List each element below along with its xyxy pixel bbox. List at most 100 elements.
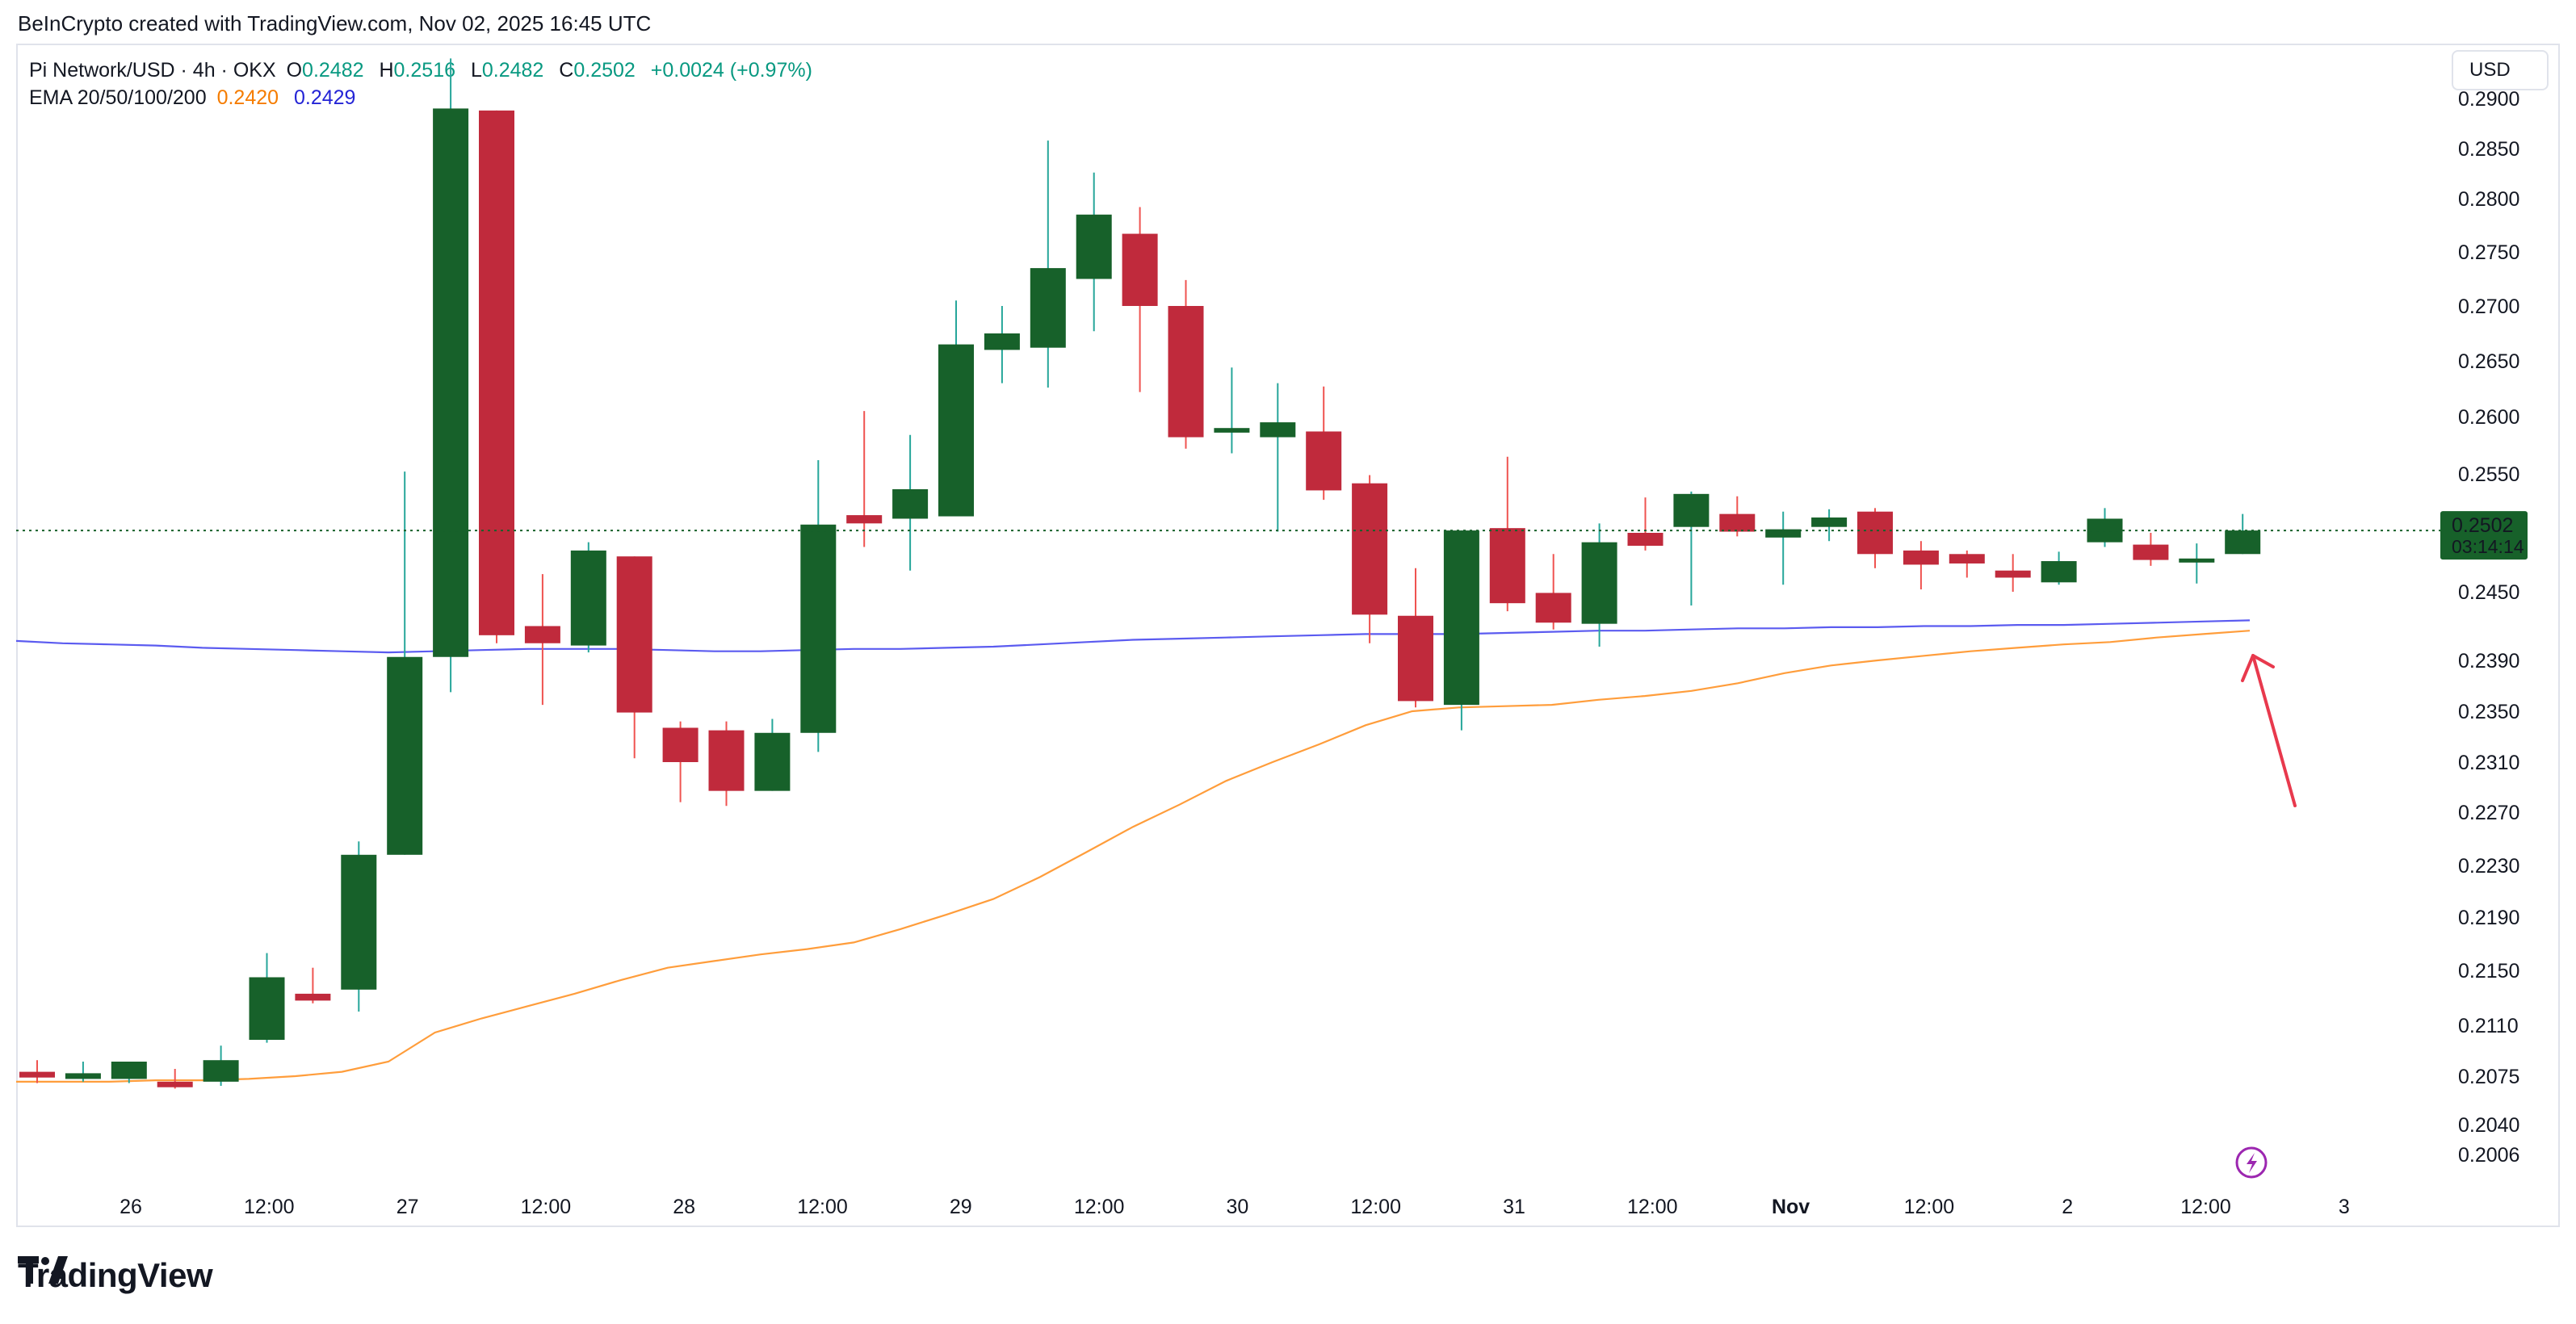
candle[interactable] — [1581, 523, 1617, 647]
chart-credit: BeInCrypto created with TradingView.com,… — [18, 11, 652, 36]
candle[interactable] — [2087, 508, 2123, 547]
symbol-row: Pi Network/USD · 4h · OKX O0.2482 H0.251… — [29, 57, 812, 84]
candle-body — [1581, 542, 1617, 624]
close-label: C — [559, 59, 574, 82]
candle[interactable] — [846, 411, 883, 547]
time-tick-label: 30 — [1226, 1196, 1248, 1218]
candle[interactable] — [524, 574, 560, 706]
candle[interactable] — [387, 471, 423, 855]
candle[interactable] — [1443, 530, 1479, 731]
time-tick-label: 29 — [950, 1196, 972, 1218]
candle[interactable] — [1260, 383, 1296, 532]
candle[interactable] — [1076, 172, 1112, 332]
candle[interactable] — [203, 1045, 239, 1086]
candle-body — [1443, 530, 1479, 706]
open-value: 0.2482 — [302, 59, 364, 82]
candle-body — [938, 344, 974, 517]
price-tick-label: 0.2750 — [2458, 241, 2519, 264]
price-tick-label: 0.2650 — [2458, 350, 2519, 373]
price-tick-label: 0.2390 — [2458, 650, 2519, 672]
candle[interactable] — [249, 953, 285, 1043]
symbol-name[interactable]: Pi Network/USD · 4h · OKX — [29, 59, 276, 82]
candle-body — [1673, 493, 1710, 527]
candle[interactable] — [1949, 550, 1985, 578]
low-value: 0.2482 — [481, 59, 544, 82]
candle[interactable] — [1352, 475, 1388, 643]
candle[interactable] — [1535, 554, 1571, 630]
ema-row: EMA 20/50/100/200 0.2420 0.2429 — [29, 84, 812, 111]
candle-body — [1398, 615, 1433, 702]
price-tick-label: 0.2230 — [2458, 855, 2519, 878]
candle[interactable] — [938, 300, 974, 517]
candle[interactable] — [984, 306, 1020, 383]
candle[interactable] — [662, 721, 699, 802]
candle[interactable] — [1214, 367, 1250, 454]
time-tick-label: 26 — [120, 1196, 142, 1218]
candle[interactable] — [295, 967, 331, 1003]
time-tick-label: 12:00 — [521, 1196, 572, 1218]
candle[interactable] — [2225, 513, 2261, 555]
price-tick-label: 0.2550 — [2458, 463, 2519, 486]
price-tick-label: 0.2450 — [2458, 581, 2519, 604]
candle[interactable] — [2041, 551, 2077, 585]
candle[interactable] — [1627, 497, 1663, 551]
time-tick-label: 12:00 — [2180, 1196, 2231, 1218]
candle[interactable] — [1857, 508, 1893, 568]
ema-value-orange: 0.2420 — [216, 86, 279, 109]
close-value: 0.2502 — [573, 59, 636, 82]
ema-label[interactable]: EMA 20/50/100/200 — [29, 86, 207, 109]
candle-body — [65, 1073, 101, 1079]
candle-body — [19, 1071, 55, 1078]
candle[interactable] — [1673, 491, 1710, 605]
candle-body — [249, 977, 285, 1040]
price-axis[interactable]: 0.2900 0.2850 0.2800 0.2750 0.2700 0.2650 0.26… — [2458, 88, 2519, 1167]
candle[interactable] — [2179, 543, 2215, 584]
price-badge-countdown: 03:14:14 — [2452, 536, 2524, 557]
candle[interactable] — [2133, 533, 2169, 566]
candle-body — [2179, 558, 2215, 563]
candle[interactable] — [1765, 511, 1802, 585]
lightning-icon[interactable] — [2235, 1146, 2268, 1179]
candle-body — [1260, 422, 1296, 438]
price-tick-label: 0.2850 — [2458, 138, 2519, 161]
candle[interactable] — [1811, 509, 1848, 542]
candle[interactable] — [479, 110, 514, 643]
candle[interactable] — [1398, 568, 1433, 708]
candle[interactable] — [1306, 386, 1342, 501]
candle[interactable] — [1719, 496, 1756, 537]
candle[interactable] — [570, 542, 606, 653]
candle[interactable] — [892, 434, 929, 571]
candle[interactable] — [111, 1062, 147, 1083]
time-axis[interactable]: 26 12:00 27 12:00 28 12:00 29 12:00 30 12:00 31 12:… — [120, 1196, 2350, 1218]
candle-body — [892, 488, 929, 519]
candle[interactable] — [1168, 279, 1204, 449]
candle-body — [111, 1062, 147, 1079]
price-badge: 0.2502 03:14:14 — [2440, 511, 2528, 560]
candle-body — [1214, 428, 1250, 433]
tradingview-brand[interactable]: TradingView — [18, 1256, 213, 1295]
candle-body — [800, 524, 837, 733]
candle[interactable] — [65, 1062, 101, 1082]
candle[interactable] — [1122, 207, 1158, 392]
candle[interactable] — [800, 459, 837, 752]
candle[interactable] — [157, 1069, 193, 1089]
candle-body — [1719, 513, 1756, 532]
candle-body — [1949, 554, 1985, 564]
candle-body — [1168, 306, 1204, 438]
candle[interactable] — [433, 58, 469, 693]
candle[interactable] — [754, 719, 791, 791]
time-tick-label: 12:00 — [797, 1196, 848, 1218]
candle-body — [1352, 483, 1388, 615]
ema-layer — [15, 619, 2251, 1083]
candle[interactable] — [1030, 140, 1066, 388]
candle[interactable] — [1903, 541, 1939, 590]
candle[interactable] — [341, 841, 377, 1012]
candle[interactable] — [708, 721, 745, 807]
candle[interactable] — [19, 1060, 55, 1083]
candle[interactable] — [1995, 554, 2031, 592]
candle-body — [708, 730, 745, 791]
currency-button[interactable]: USD — [2452, 50, 2549, 90]
candle[interactable] — [616, 556, 652, 759]
candle[interactable] — [1489, 456, 1525, 612]
